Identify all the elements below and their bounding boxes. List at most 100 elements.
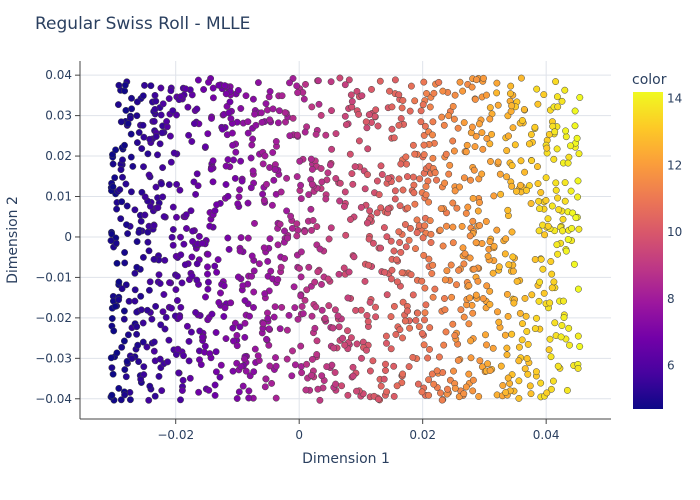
scatter-point xyxy=(487,158,494,165)
scatter-point xyxy=(157,111,165,119)
scatter-point xyxy=(264,315,272,323)
scatter-point xyxy=(249,95,257,103)
y-tick-label: 0.04 xyxy=(45,68,72,82)
scatter-point xyxy=(456,183,463,191)
scatter-point xyxy=(378,171,386,178)
scatter-point xyxy=(559,215,567,223)
scatter-point xyxy=(421,309,429,317)
scatter-point xyxy=(291,304,299,312)
scatter-point xyxy=(173,180,181,188)
scatter-point xyxy=(336,197,344,205)
scatter-point xyxy=(460,313,468,321)
scatter-point xyxy=(404,204,412,212)
scatter-point xyxy=(283,174,291,182)
scatter-point xyxy=(212,368,220,376)
scatter-point xyxy=(429,118,437,126)
scatter-point xyxy=(308,226,315,234)
scatter-point xyxy=(121,366,129,374)
scatter-point xyxy=(427,239,435,246)
scatter-point xyxy=(508,330,516,338)
scatter-point xyxy=(190,120,198,128)
scatter-point xyxy=(411,200,419,208)
scatter-point xyxy=(353,340,361,348)
scatter-point xyxy=(550,278,558,286)
scatter-point xyxy=(173,213,180,221)
scatter-point xyxy=(226,98,234,106)
scatter-point xyxy=(558,97,566,105)
scatter-point xyxy=(523,355,531,362)
scatter-point xyxy=(124,331,132,339)
scatter-point xyxy=(528,291,536,299)
scatter-point xyxy=(263,335,270,343)
scatter-point xyxy=(523,328,531,335)
scatter-point xyxy=(521,365,529,373)
scatter-point xyxy=(490,242,498,250)
scatter-point xyxy=(348,98,356,105)
scatter-point xyxy=(265,325,273,333)
scatter-point xyxy=(438,396,446,404)
scatter-point xyxy=(293,173,301,181)
scatter-point xyxy=(450,367,457,375)
scatter-point xyxy=(198,239,206,247)
scatter-point xyxy=(460,174,468,182)
colorbar-tick-label: 8 xyxy=(667,292,675,306)
scatter-point xyxy=(135,358,143,366)
scatter-point xyxy=(234,273,242,281)
scatter-point xyxy=(470,265,478,273)
scatter-point xyxy=(447,261,455,269)
scatter-point xyxy=(421,122,429,130)
scatter-point xyxy=(222,90,230,98)
scatter-point xyxy=(495,263,503,271)
scatter-point xyxy=(420,151,428,159)
scatter-point xyxy=(460,119,468,127)
scatter-point xyxy=(150,222,158,229)
scatter-point xyxy=(244,199,252,207)
scatter-point xyxy=(211,381,219,389)
scatter-point xyxy=(219,125,226,133)
scatter-point xyxy=(308,371,315,379)
scatter-point xyxy=(230,156,237,164)
scatter-point xyxy=(472,132,480,140)
scatter-point xyxy=(201,342,209,350)
scatter-point xyxy=(567,142,574,150)
scatter-point xyxy=(222,162,230,170)
scatter-point xyxy=(543,144,551,152)
scatter-point xyxy=(328,107,335,115)
scatter-point xyxy=(571,107,579,115)
scatter-point xyxy=(536,278,544,286)
colorbar-tick-label: 14 xyxy=(667,92,682,106)
scatter-point xyxy=(527,131,535,138)
scatter-point xyxy=(377,244,385,252)
scatter-point xyxy=(547,258,555,265)
scatter-point xyxy=(374,122,382,130)
scatter-point xyxy=(462,383,470,391)
scatter-point xyxy=(183,225,190,232)
scatter-point xyxy=(515,343,523,351)
scatter-point xyxy=(490,192,498,200)
scatter-point xyxy=(268,379,276,387)
scatter-point xyxy=(237,105,245,112)
scatter-point xyxy=(531,256,539,263)
scatter-point xyxy=(187,328,195,336)
scatter-point xyxy=(564,236,572,243)
scatter-point xyxy=(554,194,562,202)
scatter-point xyxy=(399,298,407,306)
scatter-point xyxy=(250,304,257,311)
y-tick-label: −0.04 xyxy=(35,392,72,406)
scatter-point xyxy=(128,355,136,362)
scatter-point xyxy=(467,129,475,137)
scatter-point xyxy=(118,343,126,351)
scatter-point xyxy=(179,376,187,384)
scatter-point xyxy=(107,237,115,245)
scatter-point xyxy=(439,242,447,250)
scatter-point xyxy=(294,315,302,323)
scatter-point xyxy=(353,387,360,395)
scatter-point xyxy=(375,395,382,403)
scatter-point xyxy=(234,200,242,208)
scatter-point xyxy=(467,176,474,184)
scatter-point xyxy=(341,81,349,89)
scatter-point xyxy=(424,354,432,362)
scatter-point xyxy=(454,124,462,132)
scatter-point xyxy=(554,103,562,111)
scatter-point xyxy=(451,332,459,340)
